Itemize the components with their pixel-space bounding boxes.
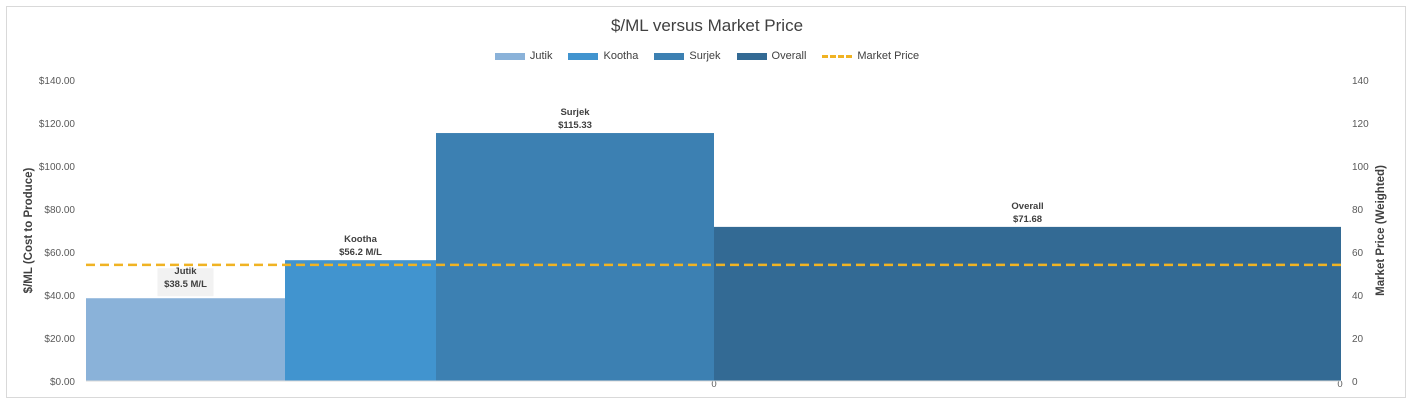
bar-label-value-jutik: $38.5 M/L bbox=[164, 279, 207, 290]
bar-label-name-overall: Overall bbox=[1011, 201, 1043, 212]
x-tick-label: 0 bbox=[711, 379, 716, 390]
bar-label-name-surjek: Surjek bbox=[560, 107, 590, 118]
y-tick-label: $0.00 bbox=[50, 377, 75, 388]
y-tick-label: $80.00 bbox=[44, 205, 75, 216]
y2-tick-label: 100 bbox=[1352, 162, 1369, 173]
y-tick-label: $20.00 bbox=[44, 334, 75, 345]
bar-label-value-overall: $71.68 bbox=[1013, 214, 1042, 225]
y2-tick-label: 140 bbox=[1352, 76, 1369, 87]
legend-swatch-market-price bbox=[822, 54, 853, 58]
y2-tick-label: 0 bbox=[1352, 377, 1358, 388]
bar-kootha bbox=[285, 260, 436, 381]
bar-label-value-kootha: $56.2 M/L bbox=[339, 247, 382, 258]
bar-labels: Jutik $38.5 M/L Kootha $56.2 M/L Surjek $115.… bbox=[157, 107, 1044, 297]
bar-label-value-surjek: $115.33 bbox=[558, 120, 592, 131]
legend-swatch-jutik bbox=[494, 52, 525, 60]
legend-item-market-price: Market Price bbox=[822, 50, 919, 62]
bar-label-name-jutik: Jutik bbox=[174, 266, 197, 277]
legend-label-market-price: Market Price bbox=[857, 50, 920, 62]
legend-item-surjek: Surjek bbox=[654, 50, 721, 62]
bar-overall bbox=[714, 226, 1341, 381]
y2-tick-label: 80 bbox=[1352, 205, 1364, 216]
y-tick-label: $120.00 bbox=[39, 119, 76, 130]
chart-title: $/ML versus Market Price bbox=[610, 16, 804, 35]
legend-item-overall: Overall bbox=[736, 50, 807, 62]
y-axis-title: $/ML (Cost to Produce) bbox=[23, 168, 35, 294]
bar-label-bg-jutik bbox=[157, 268, 214, 297]
legend-swatch-surjek bbox=[654, 52, 685, 60]
chart-legend: Jutik Kootha Surjek Overall Market Price bbox=[0, 50, 1414, 62]
bar-label-name-kootha: Kootha bbox=[344, 234, 377, 245]
y-tick-label: $40.00 bbox=[44, 291, 75, 302]
y-tick-label: $60.00 bbox=[44, 248, 75, 259]
legend-label-surjek: Surjek bbox=[689, 50, 721, 62]
x-tick-label: 0 bbox=[1337, 379, 1342, 390]
legend-swatch-kootha bbox=[568, 52, 599, 60]
y2-axis-title: Market Price (Weighted) bbox=[1375, 165, 1387, 296]
y2-axis-ticks: 0 20 40 60 80 100 120 140 bbox=[1352, 76, 1369, 388]
legend-label-jutik: Jutik bbox=[529, 50, 553, 62]
legend-label-kootha: Kootha bbox=[603, 50, 639, 62]
legend-item-kootha: Kootha bbox=[568, 50, 638, 62]
y2-tick-label: 20 bbox=[1352, 334, 1364, 345]
y2-tick-label: 40 bbox=[1352, 291, 1364, 302]
y-axis-ticks: $0.00 $20.00 $40.00 $60.00 $80.00 $100.00 $120… bbox=[39, 76, 76, 388]
legend-swatch-overall bbox=[736, 52, 767, 60]
bars bbox=[86, 133, 1341, 381]
legend-item-jutik: Jutik bbox=[494, 50, 553, 62]
bar-jutik bbox=[86, 298, 285, 381]
bar-surjek bbox=[436, 133, 714, 381]
y2-tick-label: 120 bbox=[1352, 119, 1369, 130]
y2-tick-label: 60 bbox=[1352, 248, 1364, 259]
y-tick-label: $140.00 bbox=[39, 76, 76, 87]
legend-label-overall: Overall bbox=[771, 50, 807, 62]
y-tick-label: $100.00 bbox=[39, 162, 76, 173]
